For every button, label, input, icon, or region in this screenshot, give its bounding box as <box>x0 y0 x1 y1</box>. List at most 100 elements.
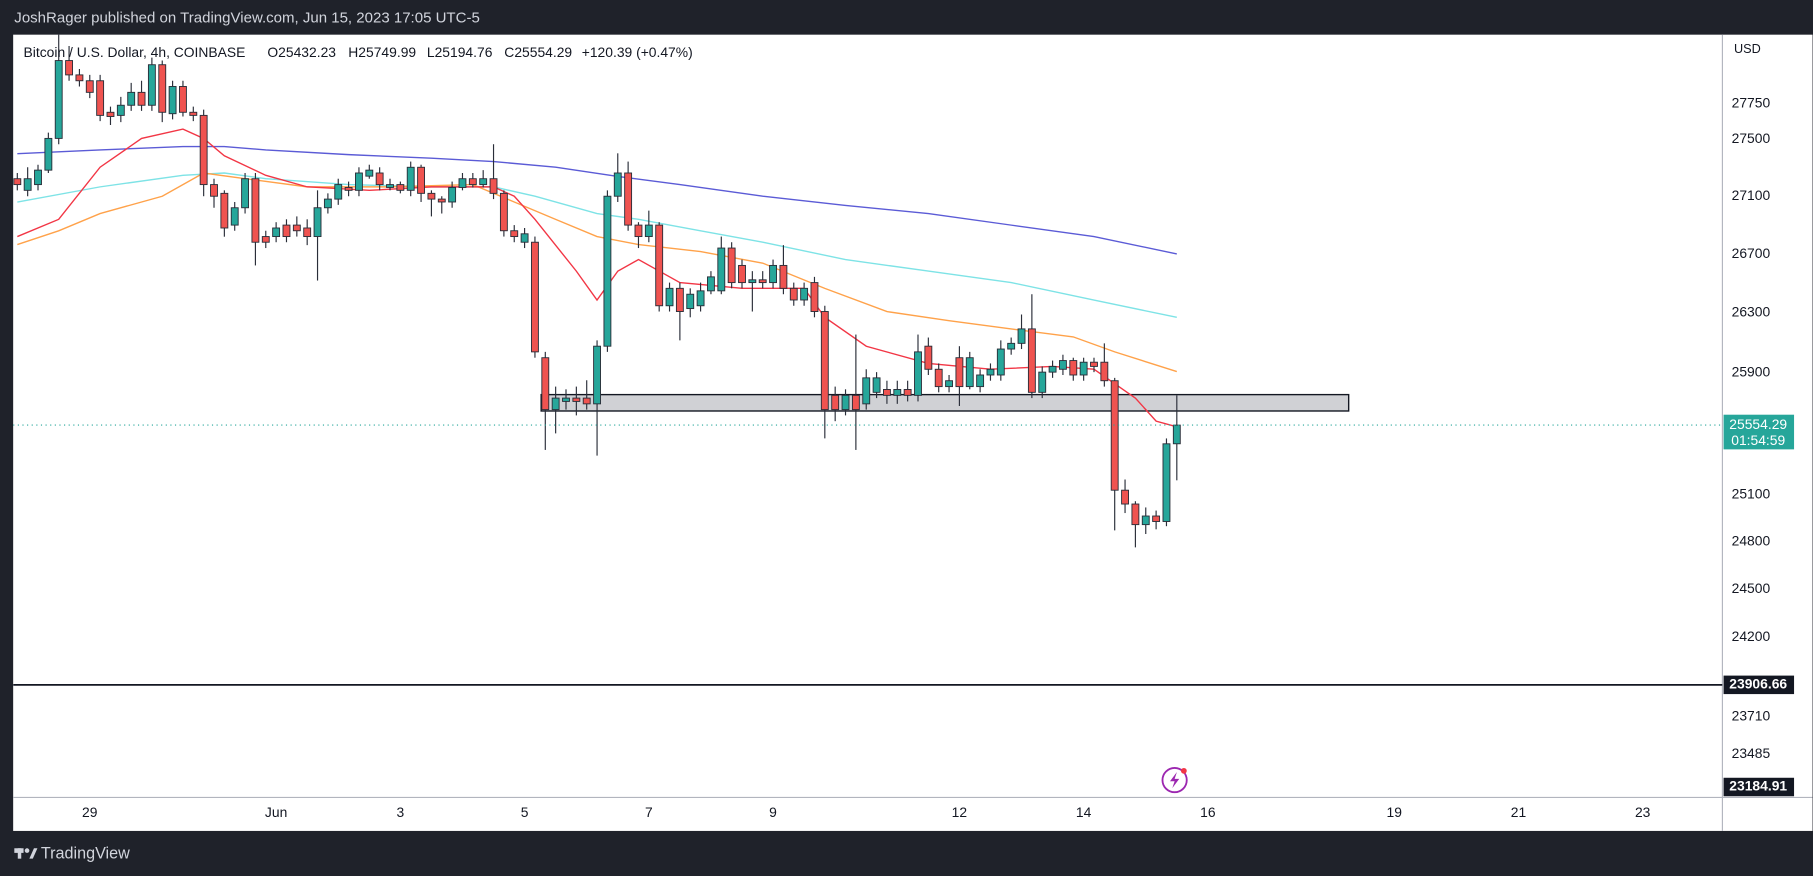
y-tick-label: 26300 <box>1732 304 1771 320</box>
candle-body <box>769 264 777 284</box>
candle-body <box>665 287 674 307</box>
ohlc-close: C25554.29 <box>504 44 572 60</box>
countdown: 01:54:59 <box>1731 432 1785 448</box>
candle-body <box>758 279 767 284</box>
moving-average <box>17 172 1178 373</box>
candle-body <box>779 264 788 289</box>
hline-label-bg <box>1723 675 1795 695</box>
moving-average <box>17 145 1177 255</box>
moving-average <box>17 172 1177 319</box>
candle-body <box>1069 360 1078 376</box>
candle-body <box>1100 361 1109 382</box>
candle-body <box>34 169 42 186</box>
candle-body <box>489 178 498 194</box>
candle-body <box>230 207 239 226</box>
candle-body <box>976 374 985 388</box>
candle-body <box>810 282 819 312</box>
candle-body <box>158 64 167 113</box>
candle-body <box>789 287 798 301</box>
candle-body <box>727 247 736 284</box>
y-tick-label: 27100 <box>1732 187 1771 203</box>
candle-body <box>479 178 488 186</box>
candle-body <box>458 178 467 188</box>
y-tick-label: 25900 <box>1732 363 1771 379</box>
candle-body <box>220 192 229 229</box>
candle-body <box>1162 443 1171 522</box>
candle-body <box>127 91 136 106</box>
candle-body <box>914 351 922 396</box>
last-price-label-bg <box>1723 414 1795 450</box>
x-tick-label: 7 <box>645 804 653 820</box>
candle-body <box>386 184 394 188</box>
candle-body <box>199 114 208 186</box>
candle-body <box>96 80 105 116</box>
candle-body <box>1027 328 1036 393</box>
candle-body <box>334 184 343 200</box>
candle-body <box>655 224 664 307</box>
hline-label: 23906.66 <box>1729 676 1787 692</box>
ohlc-change: +120.39 (+0.47%) <box>582 44 693 60</box>
y-tick-label: 24500 <box>1732 580 1771 596</box>
candle-body <box>903 389 912 396</box>
candle-body <box>65 60 73 76</box>
candle-body <box>582 397 591 405</box>
candle-body <box>1048 365 1057 373</box>
candle-body <box>241 178 249 209</box>
chart-pane <box>13 34 1813 831</box>
candle-body <box>13 178 22 186</box>
candle-body <box>551 397 560 411</box>
candle-body <box>168 86 177 115</box>
plot-area <box>13 34 1723 686</box>
candle-body <box>44 137 53 171</box>
candle-body <box>624 172 633 226</box>
brand: TradingView <box>41 844 130 862</box>
candle-body <box>820 311 829 411</box>
candle-body <box>292 224 301 232</box>
candle-body <box>986 368 995 376</box>
candle-body <box>1017 328 1026 344</box>
y-tick-label: 24800 <box>1732 533 1771 549</box>
candle-body <box>468 178 477 186</box>
publish-header: JoshRager published on TradingView.com, … <box>14 9 480 26</box>
y-tick-label: 24200 <box>1732 628 1771 644</box>
candle-body <box>251 178 260 243</box>
candle-body <box>189 111 198 116</box>
tradingview-logo: TradingView <box>14 844 130 862</box>
last-price-label: 25554.29 <box>1729 416 1787 432</box>
candle-body <box>396 184 405 191</box>
candle-body <box>717 247 726 292</box>
candle-body <box>520 233 529 243</box>
candle-body <box>872 377 881 393</box>
candle-body <box>841 394 850 411</box>
candle-body <box>531 241 539 353</box>
candle-body <box>675 287 684 312</box>
candle-body <box>686 293 695 310</box>
x-tick-label: 16 <box>1200 804 1216 820</box>
candle-body <box>261 236 270 243</box>
candle-body <box>147 64 156 106</box>
currency-label: USD <box>1734 41 1761 56</box>
candle-body <box>996 348 1005 376</box>
candle-body <box>355 172 363 191</box>
candle-body <box>137 91 146 106</box>
candle-body <box>955 357 964 388</box>
candle-body <box>1090 361 1098 367</box>
y-tick-label: 26700 <box>1732 245 1771 261</box>
candle-body <box>613 172 622 197</box>
candle-body <box>831 394 840 411</box>
y-tick-label: 23710 <box>1732 708 1771 724</box>
candle-body <box>862 377 871 405</box>
lightning-icon <box>1161 767 1188 794</box>
x-tick-label: 12 <box>952 804 968 820</box>
candle-body <box>344 186 353 191</box>
candle-body <box>1007 342 1016 350</box>
candle-body <box>707 276 715 292</box>
candle-body <box>1059 360 1067 370</box>
candle-body <box>179 86 187 113</box>
candle-body <box>106 111 115 117</box>
candle-body <box>738 264 746 284</box>
candle-body <box>1121 489 1129 505</box>
candle-body <box>965 357 974 388</box>
candle-body <box>75 74 84 82</box>
bottom-label-bg <box>1723 777 1795 797</box>
